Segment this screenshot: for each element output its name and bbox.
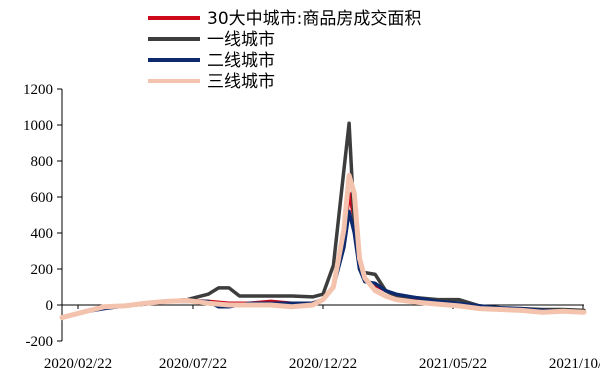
series-line-1 (60, 121, 586, 320)
legend-label-0: 30大中城市:商品房成交面积 (207, 9, 421, 29)
y-tick-label-7: -200 (26, 334, 54, 350)
y-axis: 1200 1000 800 600 400 200 0 -200 (23, 82, 63, 350)
y-tick-label-1: 1000 (23, 118, 53, 134)
x-tick-label-2: 2020/12/22 (289, 356, 357, 372)
legend-label-1: 一线城市 (207, 30, 275, 50)
x-tick-label-3: 2021/05/22 (419, 356, 487, 372)
legend-label-3: 三线城市 (207, 72, 275, 92)
x-tick-label-4: 2021/10/22 (549, 356, 600, 372)
x-axis: 2020/02/22 2020/07/22 2020/12/22 2021/05/22… (44, 304, 600, 372)
plot-area (59, 121, 587, 321)
y-tick-label-5: 200 (31, 262, 54, 278)
y-tick-label-6: 0 (46, 298, 54, 314)
y-tick-label-0: 1200 (23, 82, 53, 98)
y-tick-label-3: 600 (31, 190, 54, 206)
series-line-3 (59, 172, 587, 321)
y-tick-label-4: 400 (31, 226, 54, 242)
x-tick-label-0: 2020/02/22 (44, 356, 112, 372)
legend-label-2: 二线城市 (207, 51, 275, 71)
x-tick-label-1: 2020/07/22 (159, 356, 227, 372)
y-tick-label-2: 800 (31, 154, 54, 170)
